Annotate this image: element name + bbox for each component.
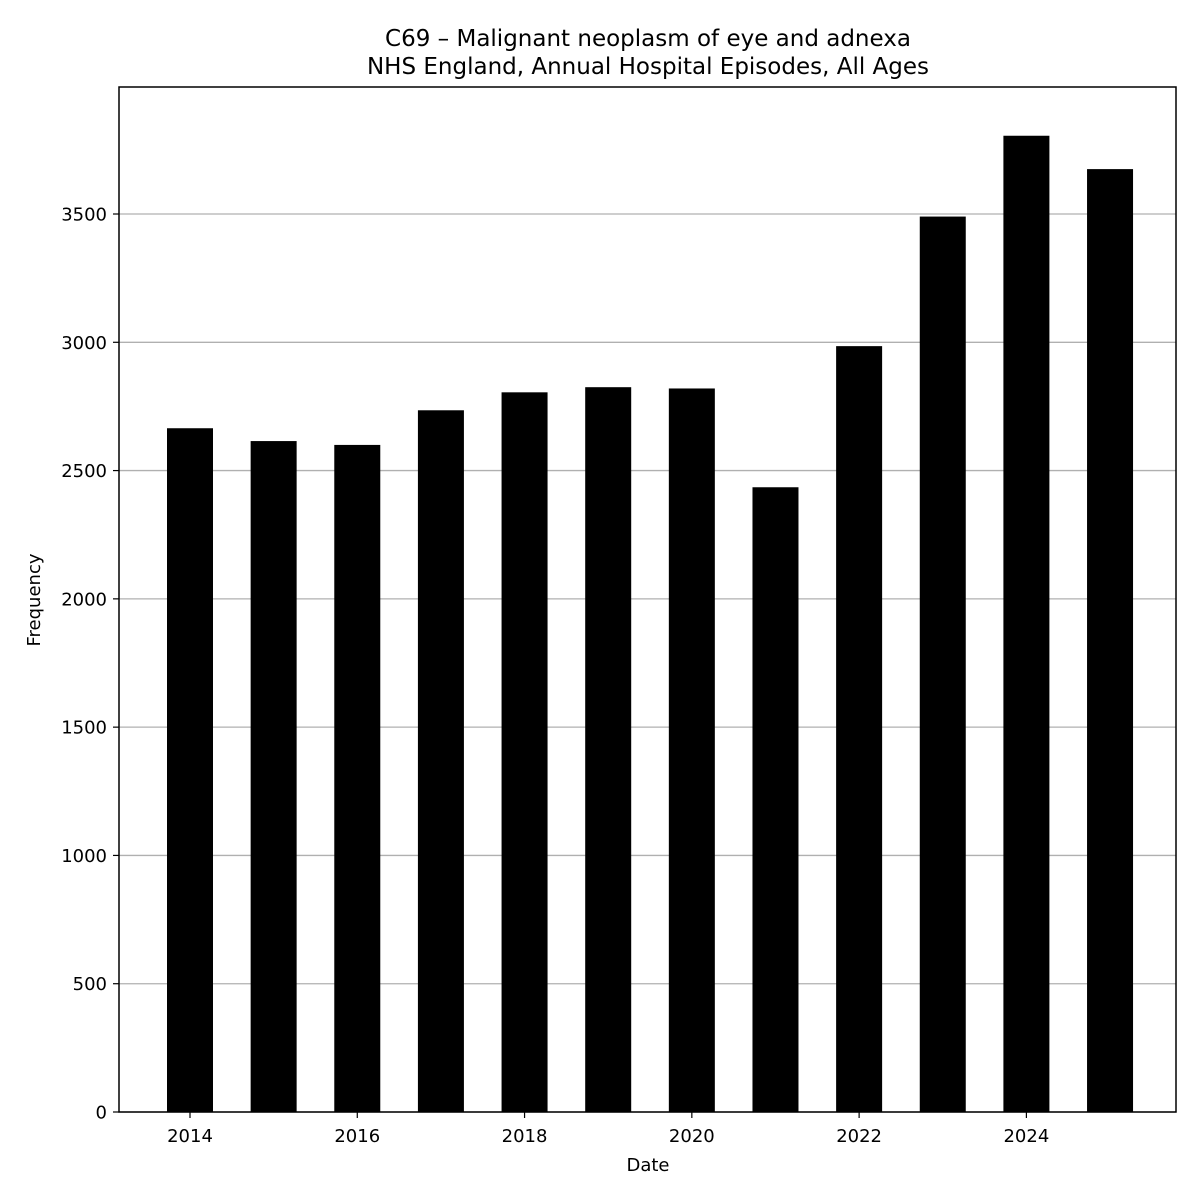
y-tick-label: 2000 bbox=[61, 589, 107, 610]
bars bbox=[167, 135, 1134, 1113]
y-tick-label: 1000 bbox=[61, 846, 107, 867]
x-tick-label: 2022 bbox=[836, 1126, 882, 1147]
x-tick-label: 2020 bbox=[669, 1126, 715, 1147]
bar-2020 bbox=[668, 388, 715, 1112]
x-tick-label: 2014 bbox=[167, 1126, 213, 1147]
bar-2014 bbox=[167, 428, 213, 1113]
y-tick-label: 0 bbox=[96, 1103, 107, 1124]
bar-2024 bbox=[1003, 135, 1050, 1113]
bar-2016 bbox=[334, 444, 381, 1112]
y-tick-label: 1500 bbox=[61, 718, 107, 739]
x-tick-label: 2016 bbox=[334, 1126, 380, 1147]
bar-2022 bbox=[836, 346, 883, 1112]
bar-2023 bbox=[919, 216, 966, 1112]
y-tick-label: 3500 bbox=[61, 205, 107, 226]
bar-2021 bbox=[752, 487, 799, 1112]
bar-2015 bbox=[250, 441, 297, 1112]
bar-2018 bbox=[501, 392, 548, 1112]
bar-2019 bbox=[585, 387, 632, 1112]
y-tick-label: 3000 bbox=[61, 333, 107, 354]
chart-title: C69 – Malignant neoplasm of eye and adne… bbox=[385, 26, 911, 52]
y-tick-label: 500 bbox=[73, 974, 107, 995]
bar-2025 bbox=[1087, 169, 1134, 1112]
x-axis-label: Date bbox=[626, 1155, 669, 1176]
y-axis-ticks: 0 500 1000 1500 2000 2500 3000 3500 bbox=[61, 205, 119, 1124]
x-axis-ticks: 2014 2016 2018 2020 2022 2024 bbox=[167, 1112, 1049, 1147]
x-tick-label: 2018 bbox=[502, 1126, 548, 1147]
y-axis-label: Frequency bbox=[24, 553, 45, 646]
y-tick-label: 2500 bbox=[61, 461, 107, 482]
chart-subtitle: NHS England, Annual Hospital Episodes, A… bbox=[367, 54, 929, 80]
x-tick-label: 2024 bbox=[1003, 1126, 1049, 1147]
plot-frame bbox=[118, 86, 1177, 1113]
bar-2017 bbox=[417, 410, 464, 1112]
